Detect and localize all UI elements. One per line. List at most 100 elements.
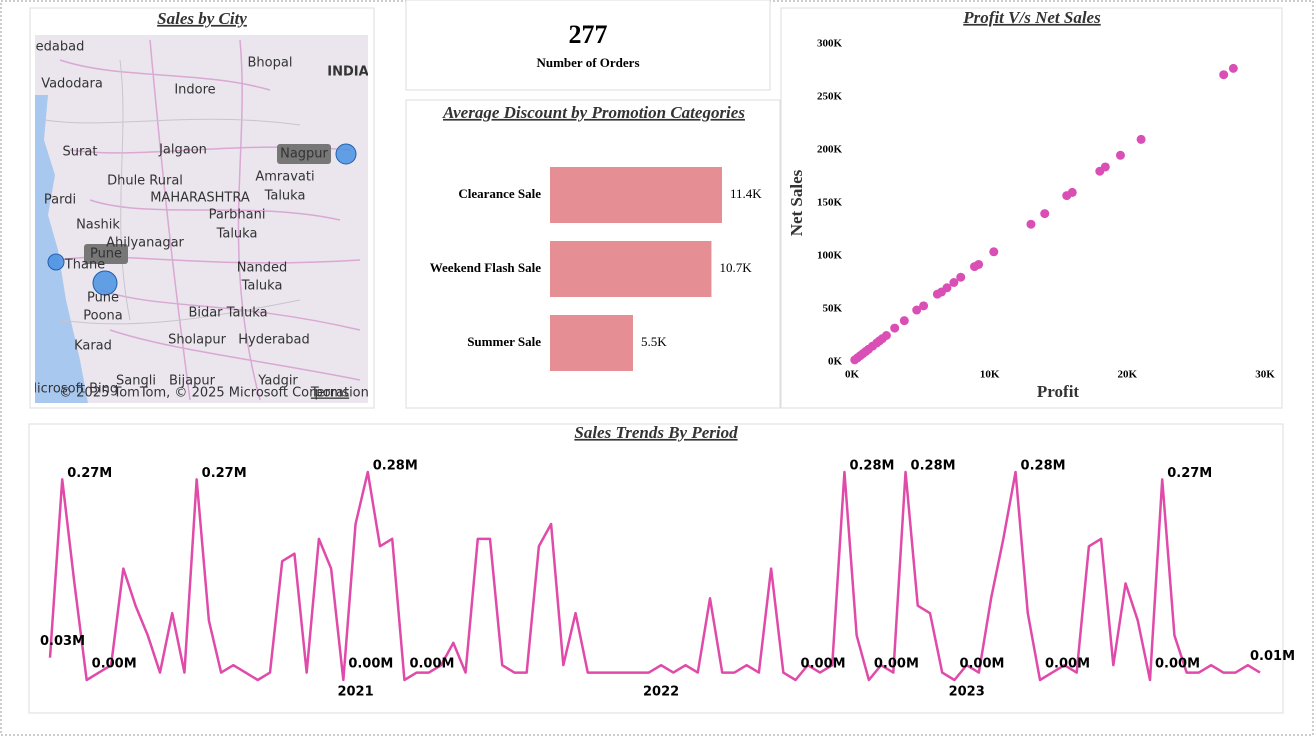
x-tick-label: 20K xyxy=(1118,369,1138,381)
map-place-label: Pardi xyxy=(44,193,76,208)
panel-title: Average Discount by Promotion Categories xyxy=(442,103,745,122)
category-label: Summer Sale xyxy=(467,334,541,349)
map-place-label: Vadodara xyxy=(41,77,103,92)
map-attribution: © 2025 TomTom, © 2025 Microsoft Corporat… xyxy=(59,386,369,401)
category-label: Weekend Flash Sale xyxy=(430,260,541,275)
scatter-panel xyxy=(780,7,1283,409)
panel-title: Sales Trends By Period xyxy=(574,423,738,442)
map-place-label: Sangli xyxy=(116,374,156,389)
map[interactable]: edabad Bhopal INDIA Vadodara Indore Surat Jalg… xyxy=(26,35,369,403)
y-tick-label: 150K xyxy=(817,197,843,209)
map-place-label: Yadgir xyxy=(257,374,298,389)
scatter-point xyxy=(970,262,980,272)
scatter-point xyxy=(919,301,929,311)
line-panel xyxy=(28,423,1284,714)
scatter-point xyxy=(1136,134,1146,144)
panel-title: Profit V/s Net Sales xyxy=(962,8,1101,27)
y-tick-label: 50K xyxy=(822,303,842,315)
map-place-label: Bijapur xyxy=(169,374,216,389)
data-label: 0.00M xyxy=(874,657,919,672)
scatter-point xyxy=(1115,150,1125,160)
scatter-point xyxy=(912,305,922,315)
scatter-point xyxy=(899,316,909,326)
data-label: 0.00M xyxy=(348,657,393,672)
kpi-value: 277 xyxy=(569,20,608,49)
y-tick-label: 0K xyxy=(828,356,843,368)
scatter-point xyxy=(956,272,966,282)
scatter-point xyxy=(989,247,999,257)
data-label: 0.27M xyxy=(202,466,247,481)
x-tick-label: 0K xyxy=(845,369,860,381)
map-place-label: Sholapur xyxy=(168,333,227,348)
scatter-point xyxy=(1228,63,1238,73)
map-place-label: Bhopal xyxy=(248,56,293,71)
scatter-point xyxy=(1062,191,1072,201)
city-bubble[interactable] xyxy=(92,270,118,296)
data-label: 0.00M xyxy=(409,657,454,672)
kpi-panel xyxy=(405,0,771,91)
map-place-label: MAHARASHTRA xyxy=(150,191,250,206)
map-place-label: Pune xyxy=(87,291,119,306)
sales-line xyxy=(48,470,1261,682)
bubble-tooltip xyxy=(277,144,331,164)
x-tick-label: 2021 xyxy=(337,685,373,700)
x-axis-title: Profit xyxy=(1037,382,1080,401)
map-place-label: Poona xyxy=(83,309,123,324)
scatter-point xyxy=(1040,209,1050,219)
map-place-label: Taluka xyxy=(264,189,306,204)
scatter-point xyxy=(949,278,959,287)
map-place-label: Nashik xyxy=(76,218,120,233)
map-brand: Microsoft Bing xyxy=(26,382,118,397)
scatter-point xyxy=(890,323,900,333)
kpi-label: Number of Orders xyxy=(536,55,639,70)
map-place-label: Thane xyxy=(64,258,105,273)
map-place-label: Surat xyxy=(63,145,98,160)
x-tick-label: 2023 xyxy=(949,685,985,700)
scatter-point xyxy=(1095,166,1105,176)
data-label: 0.28M xyxy=(911,459,956,474)
value-label: 5.5K xyxy=(641,334,667,349)
value-label: 10.7K xyxy=(719,260,752,275)
y-axis-title: Net Sales xyxy=(787,169,806,236)
data-label: 0.00M xyxy=(92,657,137,672)
map-place-label: edabad xyxy=(36,40,85,55)
scatter-point xyxy=(932,289,942,299)
data-label: 0.00M xyxy=(801,657,846,672)
x-tick-label: 10K xyxy=(980,369,1000,381)
bar xyxy=(550,167,722,223)
map-place-label: Taluka xyxy=(241,279,283,294)
map-place-label: Taluka xyxy=(216,227,258,242)
y-tick-label: 250K xyxy=(817,91,843,103)
map-terms[interactable]: Terms xyxy=(310,386,350,401)
y-tick-label: 300K xyxy=(817,38,843,50)
map-place-label: Nanded xyxy=(237,261,287,276)
data-label: 0.01M xyxy=(1250,649,1295,664)
data-label: 0.00M xyxy=(1045,657,1090,672)
map-place-label: Karad xyxy=(74,339,112,354)
map-road xyxy=(59,39,361,401)
bubble-label: Nagpur xyxy=(280,147,328,162)
y-tick-label: 200K xyxy=(817,144,843,156)
city-bubble[interactable] xyxy=(47,253,65,271)
scatter-point xyxy=(850,355,860,365)
x-tick-label: 30K xyxy=(1255,369,1275,381)
data-label: 0.27M xyxy=(1167,466,1212,481)
data-label: 0.03M xyxy=(40,634,85,649)
map-place-label: Indore xyxy=(174,83,215,98)
city-bubble[interactable] xyxy=(335,143,357,165)
data-label: 0.00M xyxy=(959,657,1004,672)
map-place-label: Ahilyanagar xyxy=(106,236,184,251)
map-place-label: Jalgaon xyxy=(158,143,207,158)
value-label: 11.4K xyxy=(730,186,762,201)
map-place-label: Amravati xyxy=(255,170,314,185)
bar xyxy=(550,241,712,297)
bar xyxy=(550,315,633,371)
map-place-label: Parbhani xyxy=(209,208,266,223)
data-label: 0.27M xyxy=(67,466,112,481)
data-label: 0.00M xyxy=(1155,657,1200,672)
map-place-label: INDIA xyxy=(327,65,368,80)
category-label: Clearance Sale xyxy=(458,186,541,201)
map-sea xyxy=(35,95,88,403)
panel-title: Sales by City xyxy=(157,9,247,28)
